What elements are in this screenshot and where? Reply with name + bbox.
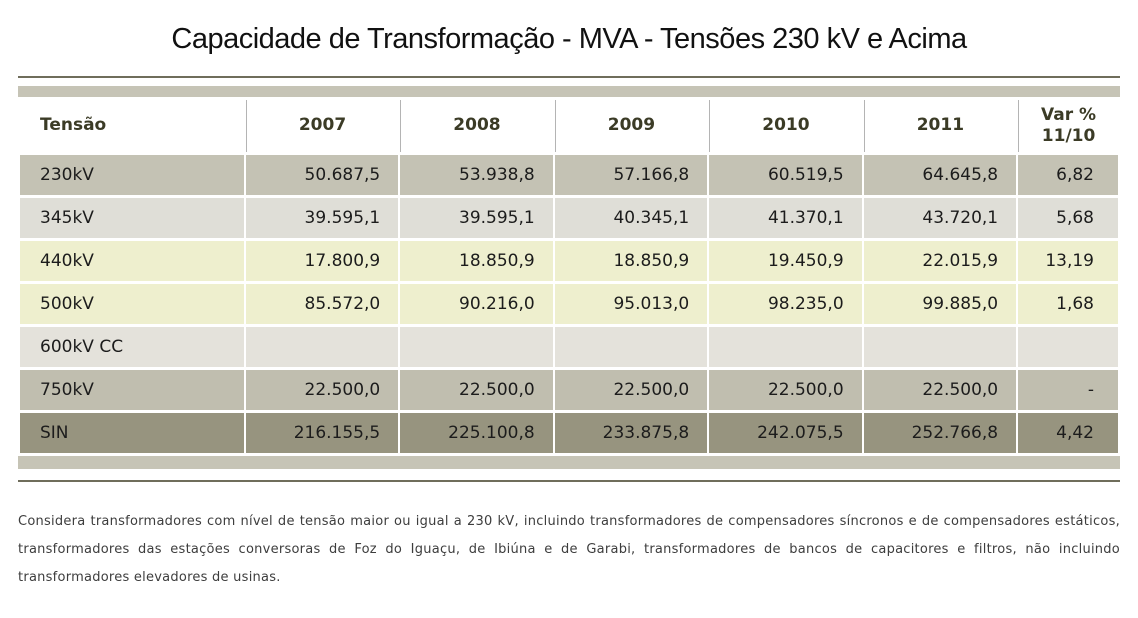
column-header-2008: 2008 (400, 100, 553, 152)
table-row: 440kV 17.800,9 18.850,9 18.850,9 19.450,… (20, 241, 1118, 281)
bottom-rule (18, 480, 1120, 482)
column-header-2007: 2007 (245, 100, 399, 152)
table-row: 230kV 50.687,5 53.938,8 57.166,8 60.519,… (20, 155, 1118, 195)
row-value (554, 327, 708, 367)
page-title: Capacidade de Transformação - MVA - Tens… (171, 23, 967, 55)
column-header-tensao: Tensão (20, 100, 244, 152)
row-label: 500kV (20, 284, 244, 324)
row-value: 4,42 (1018, 413, 1118, 453)
row-value: 98.235,0 (709, 284, 862, 324)
row-value: 22.500,0 (863, 370, 1017, 410)
row-value: 85.572,0 (245, 284, 399, 324)
column-header-2009: 2009 (554, 100, 708, 152)
row-value (245, 327, 399, 367)
table-row: 750kV 22.500,0 22.500,0 22.500,0 22.500,… (20, 370, 1118, 410)
row-value: 1,68 (1018, 284, 1118, 324)
table-body: 230kV 50.687,5 53.938,8 57.166,8 60.519,… (20, 155, 1118, 453)
row-value: 233.875,8 (554, 413, 708, 453)
row-value: 40.345,1 (554, 198, 708, 238)
row-value: 225.100,8 (400, 413, 553, 453)
row-value: 53.938,8 (400, 155, 553, 195)
row-value: 18.850,9 (400, 241, 553, 281)
row-value: 39.595,1 (245, 198, 399, 238)
top-accent-bar (18, 86, 1120, 97)
row-label: 440kV (20, 241, 244, 281)
row-label: 600kV CC (20, 327, 244, 367)
bottom-accent-bar (18, 456, 1120, 469)
row-value: 99.885,0 (863, 284, 1017, 324)
row-value: 50.687,5 (245, 155, 399, 195)
row-value: 22.015,9 (863, 241, 1017, 281)
top-rule (18, 76, 1120, 78)
row-value: 60.519,5 (709, 155, 862, 195)
row-value: - (1018, 370, 1118, 410)
row-value: 41.370,1 (709, 198, 862, 238)
row-value: 216.155,5 (245, 413, 399, 453)
table-row: 600kV CC (20, 327, 1118, 367)
column-header-var: Var % 11/10 (1018, 100, 1118, 152)
row-value: 64.645,8 (863, 155, 1017, 195)
row-label: 345kV (20, 198, 244, 238)
header-row: Tensão 2007 2008 2009 2010 2011 Var % 11… (20, 100, 1118, 152)
table-row: 500kV 85.572,0 90.216,0 95.013,0 98.235,… (20, 284, 1118, 324)
row-value: 242.075,5 (709, 413, 862, 453)
row-value: 43.720,1 (863, 198, 1017, 238)
row-value: 90.216,0 (400, 284, 553, 324)
row-value: 22.500,0 (554, 370, 708, 410)
table-row: 345kV 39.595,1 39.595,1 40.345,1 41.370,… (20, 198, 1118, 238)
table-row: SIN 216.155,5 225.100,8 233.875,8 242.07… (20, 413, 1118, 453)
row-value: 22.500,0 (245, 370, 399, 410)
column-header-2011: 2011 (863, 100, 1017, 152)
column-header-2010: 2010 (709, 100, 862, 152)
row-value: 57.166,8 (554, 155, 708, 195)
row-value: 39.595,1 (400, 198, 553, 238)
row-value: 13,19 (1018, 241, 1118, 281)
row-value (400, 327, 553, 367)
row-label: SIN (20, 413, 244, 453)
row-label: 230kV (20, 155, 244, 195)
capacity-table: Tensão 2007 2008 2009 2010 2011 Var % 11… (18, 97, 1120, 456)
row-value: 17.800,9 (245, 241, 399, 281)
row-value: 252.766,8 (863, 413, 1017, 453)
footnote: Considera transformadores com nível de t… (18, 514, 1120, 585)
row-value (863, 327, 1017, 367)
row-value: 22.500,0 (400, 370, 553, 410)
row-label: 750kV (20, 370, 244, 410)
row-value (709, 327, 862, 367)
report-page: Capacidade de Transformação - MVA - Tens… (0, 18, 1138, 592)
row-value: 22.500,0 (709, 370, 862, 410)
row-value: 5,68 (1018, 198, 1118, 238)
row-value: 19.450,9 (709, 241, 862, 281)
row-value: 6,82 (1018, 155, 1118, 195)
row-value: 95.013,0 (554, 284, 708, 324)
row-value (1018, 327, 1118, 367)
row-value: 18.850,9 (554, 241, 708, 281)
